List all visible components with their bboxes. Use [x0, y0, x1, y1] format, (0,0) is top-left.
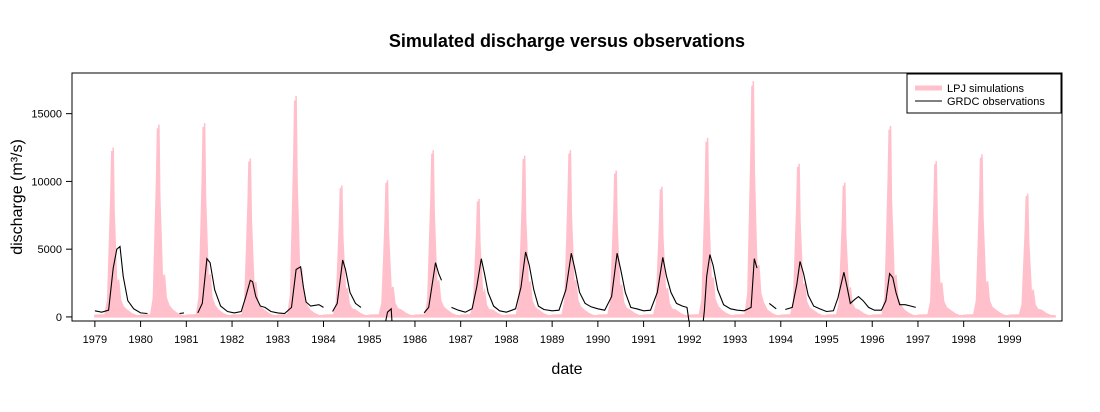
lpj-simulation-year-1997: [917, 161, 965, 318]
x-tick-label-1988: 1988: [494, 334, 518, 346]
x-tick-label-1987: 1987: [448, 334, 472, 346]
lpj-simulation-year-1985: [368, 180, 416, 318]
x-tick-label-1983: 1983: [266, 334, 290, 346]
lpj-simulation-year-1998: [962, 154, 1011, 318]
x-tick-label-1980: 1980: [128, 334, 152, 346]
y-axis-label: discharge (m³/s): [9, 139, 26, 255]
y-tick-label-0: 0: [56, 312, 62, 324]
legend-box: [906, 73, 1062, 114]
lpj-simulation-year-1990: [597, 170, 645, 318]
x-tick-label-1984: 1984: [311, 334, 335, 346]
lpj-simulation-year-1984: [322, 185, 370, 318]
grdc-observation-segment-7: [702, 254, 758, 321]
grdc-observation-segment-5: [423, 262, 443, 314]
lpj-simulation-year-1987: [459, 198, 508, 318]
x-tick-label-1997: 1997: [906, 334, 930, 346]
lpj-simulation-year-1999: [1008, 193, 1056, 318]
y-tick-label-15000: 15000: [31, 109, 62, 121]
y-axis: 0 5000 10000 15000: [31, 109, 72, 324]
grdc-observation-segment-9: [785, 261, 916, 313]
grdc-observation-segment-3: [332, 259, 362, 312]
x-tick-label-1994: 1994: [769, 334, 793, 346]
grdc-observation-segment-4: [385, 307, 393, 321]
x-tick-label-1990: 1990: [586, 334, 610, 346]
x-tick-label-1995: 1995: [814, 334, 838, 346]
x-tick-label-1979: 1979: [83, 334, 107, 346]
lpj-simulation-year-1993: [734, 81, 782, 318]
x-tick-label-1992: 1992: [677, 334, 701, 346]
x-tick-label-1991: 1991: [631, 334, 655, 346]
chart-title: Simulated discharge versus observations: [389, 31, 745, 51]
x-tick-label-1996: 1996: [860, 334, 884, 346]
lpj-simulation-year-1983: [277, 95, 325, 318]
plot-area: [94, 81, 1056, 321]
legend-label-grdc: GRDC observations: [947, 96, 1045, 108]
x-tick-label-1985: 1985: [357, 334, 381, 346]
grdc-observation-segment-8: [768, 302, 777, 310]
plot-frame: [71, 72, 1063, 322]
y-tick-label-10000: 10000: [31, 176, 62, 188]
lpj-simulation-year-1989: [551, 150, 599, 318]
lpj-simulation-year-1981: [185, 123, 233, 318]
x-tick-label-1981: 1981: [174, 334, 198, 346]
lpj-simulation-year-1980: [139, 124, 188, 318]
x-tick-label-1998: 1998: [951, 334, 975, 346]
grdc-observation-segment-0: [94, 245, 148, 315]
lpj-simulation-year-1979: [94, 147, 142, 318]
lpj-simulation-year-1986: [414, 150, 462, 318]
legend-label-lpj: LPJ simulations: [947, 83, 1025, 95]
y-tick-label-5000: 5000: [38, 244, 62, 256]
x-tick-label-1993: 1993: [723, 334, 747, 346]
x-axis-label: date: [551, 361, 582, 378]
lpj-simulation-year-1994: [780, 163, 828, 318]
legend: LPJ simulations GRDC observations: [906, 73, 1062, 114]
lpj-simulation-year-1988: [505, 155, 553, 318]
x-tick-label-1989: 1989: [540, 334, 564, 346]
lpj-simulation-year-1992: [688, 137, 736, 318]
x-tick-label-1986: 1986: [403, 334, 427, 346]
lpj-simulation-year-1991: [642, 186, 691, 318]
x-axis: 1979 1980 1981 1982 1983 1984 1985 1986 1987 1988…: [83, 321, 1022, 346]
grdc-observation-segment-1: [179, 312, 185, 315]
x-tick-label-1982: 1982: [220, 334, 244, 346]
grdc-observation-segment-2: [197, 257, 324, 315]
x-tick-label-1999: 1999: [997, 334, 1021, 346]
grdc-observation-segment-6: [451, 251, 690, 321]
